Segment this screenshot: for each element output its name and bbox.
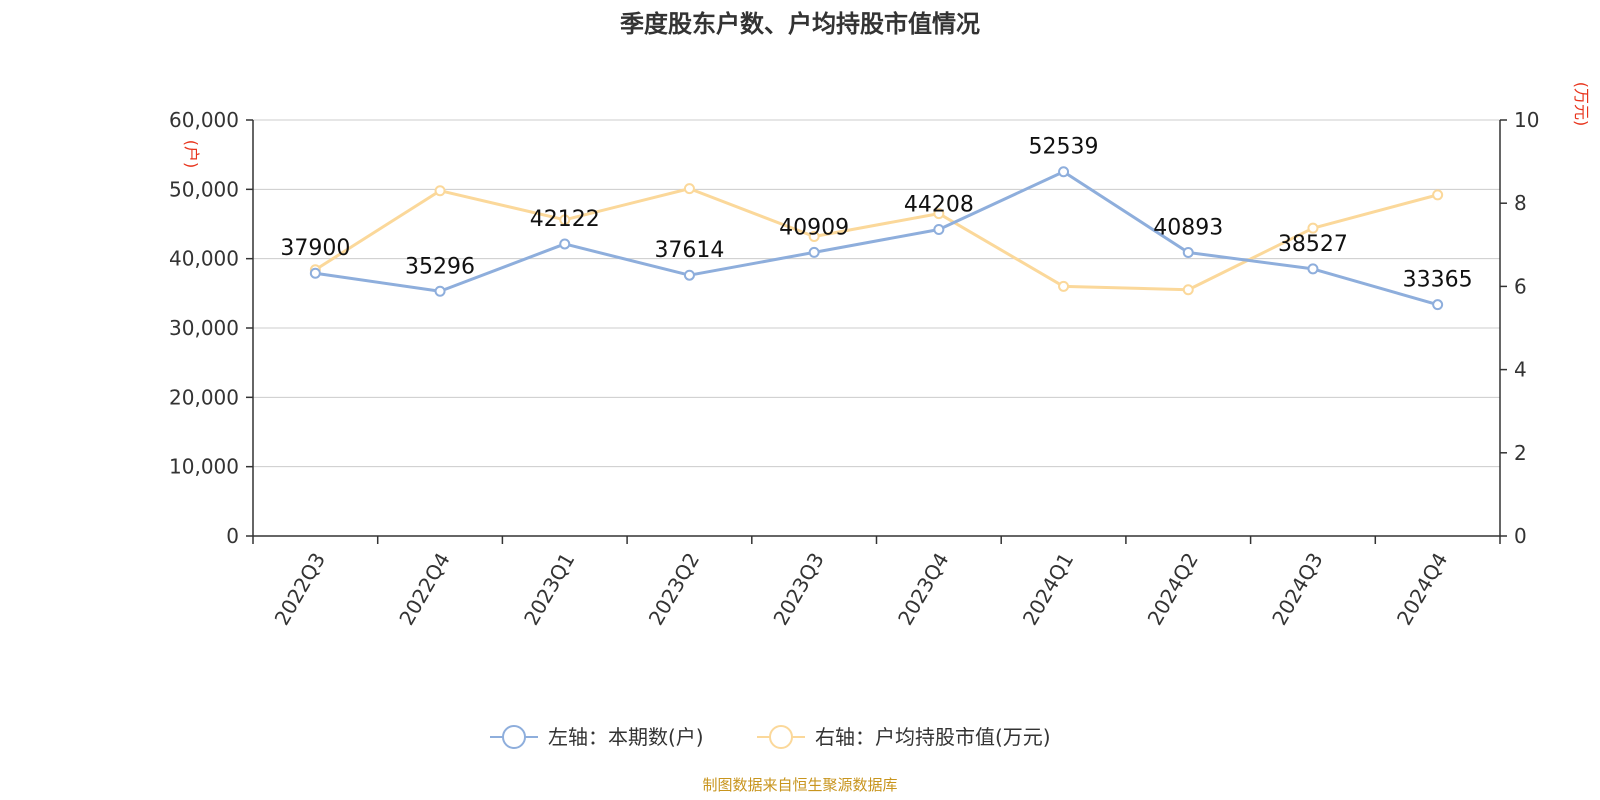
holders-point [1182, 246, 1194, 258]
holders-data-label: 40893 [1153, 215, 1223, 240]
left-tick-label: 50,000 [169, 177, 239, 201]
right-tick-label: 4 [1514, 358, 1527, 382]
holders-point [1058, 166, 1070, 178]
holders-legend-marker [502, 725, 526, 749]
holders-data-label: 35296 [405, 254, 475, 279]
avg-value-point [933, 208, 945, 220]
avg-value-point [1307, 222, 1319, 234]
avg-value-point [1058, 280, 1070, 292]
avg-value-point [559, 214, 571, 226]
right-axis-unit: (万元) [1572, 82, 1591, 127]
series-line-holders [315, 170, 1439, 307]
right-tick-label: 10 [1514, 108, 1539, 132]
holders-point [683, 269, 695, 281]
left-tick-label: 0 [226, 524, 239, 548]
series-layer [309, 166, 1444, 311]
source-note: 制图数据来自恒生聚源数据库 [702, 776, 897, 794]
x-category-label: 2024Q1 [1018, 549, 1078, 630]
holders-data-label: 52539 [1029, 135, 1099, 160]
holders-point [434, 285, 446, 297]
holders-data-label: 40909 [779, 215, 849, 240]
x-category-label: 2022Q4 [394, 549, 454, 630]
axes: 0 10,000 20,000 30,000 40,000 50,000 60,000 0 2 4… [169, 108, 1539, 629]
holders-data-label: 37614 [654, 238, 724, 263]
holders-point [1307, 263, 1319, 275]
left-axis-unit: (户) [182, 140, 201, 169]
avg-value-legend-label: 右轴：户均持股市值(万元) [815, 725, 1051, 749]
holders-point [559, 238, 571, 250]
data-label-layer: 37900 35296 42122 37614 40909 44208 52539 40893… [280, 135, 1472, 293]
x-category-label: 2023Q2 [644, 549, 704, 630]
holders-point [808, 246, 820, 258]
left-tick-label: 30,000 [169, 316, 239, 340]
holders-data-label: 33365 [1403, 268, 1473, 293]
avg-value-point [808, 230, 820, 242]
holders-point [1432, 299, 1444, 311]
left-tick-label: 20,000 [169, 385, 239, 409]
right-tick-label: 0 [1514, 524, 1527, 548]
holders-legend-label: 左轴：本期数(户) [548, 725, 704, 749]
holders-data-label: 37900 [280, 236, 350, 261]
chart-title: 季度股东户数、户均持股市值情况 [620, 10, 980, 38]
right-tick-label: 2 [1514, 441, 1527, 465]
right-tick-label: 8 [1514, 191, 1527, 215]
avg-value-point [434, 185, 446, 197]
holders-data-label: 42122 [530, 207, 600, 232]
left-tick-label: 10,000 [169, 455, 239, 479]
x-category-label: 2024Q2 [1143, 549, 1203, 630]
holders-data-label: 38527 [1278, 232, 1348, 257]
x-category-label: 2024Q4 [1392, 549, 1452, 630]
x-category-label: 2024Q3 [1267, 549, 1327, 630]
avg-value-legend-marker [769, 725, 793, 749]
left-tick-label: 40,000 [169, 247, 239, 271]
avg-value-point [1182, 284, 1194, 296]
left-tick-label: 60,000 [169, 108, 239, 132]
avg-value-point [683, 183, 695, 195]
series-line-avg-value [314, 187, 1439, 292]
gridlines [253, 119, 1500, 468]
legend: 左轴：本期数(户) 右轴：户均持股市值(万元) [490, 725, 1051, 749]
holders-point [933, 223, 945, 235]
avg-value-point [1432, 189, 1444, 201]
x-category-label: 2023Q4 [893, 549, 953, 630]
right-tick-label: 6 [1514, 274, 1527, 298]
holders-data-label: 44208 [904, 192, 974, 217]
x-category-label: 2022Q3 [270, 549, 330, 630]
x-category-label: 2023Q3 [768, 549, 828, 630]
holders-point [309, 267, 321, 279]
x-category-label: 2023Q1 [519, 549, 579, 630]
